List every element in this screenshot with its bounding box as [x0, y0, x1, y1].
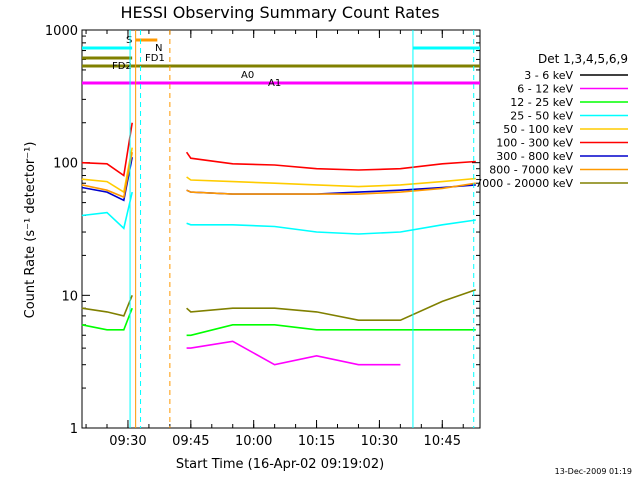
legend-label: 800 - 7000 keV	[489, 164, 573, 177]
series-line	[81, 191, 476, 235]
legend-label: 3 - 6 keV	[524, 69, 573, 82]
y-tick-label: 10	[61, 289, 78, 304]
y-axis-label: Count Rate (s⁻¹ detector⁻¹)	[23, 142, 38, 319]
flag-label: A0	[241, 70, 254, 81]
flag-label: FD1	[145, 53, 165, 64]
legend-label: 50 - 100 keV	[503, 123, 573, 136]
y-axis-ticks: 1 10 100 1000	[45, 24, 480, 437]
flag-label: S	[126, 35, 132, 46]
flag-label: A1	[268, 78, 281, 89]
x-tick-label: 09:30	[109, 434, 146, 449]
x-tick-label: 10:15	[298, 434, 335, 449]
plot-frame	[81, 29, 481, 429]
legend-label: 6 - 12 keV	[517, 83, 573, 96]
flag-label: N	[155, 43, 162, 54]
legend-title: Det 1,3,4,5,6,9	[538, 52, 628, 66]
series-line	[81, 122, 476, 177]
flag-label: FD2	[112, 61, 132, 72]
x-axis-ticks: 09:30 09:45 10:00 10:15 10:30 10:45	[85, 30, 464, 449]
state-markers	[129, 30, 475, 428]
x-tick-label: 10:00	[235, 434, 272, 449]
chart-title: HESSI Observing Summary Count Rates	[120, 3, 439, 22]
legend-label: 25 - 50 keV	[510, 110, 573, 123]
series-line	[81, 307, 476, 337]
x-tick-label: 10:45	[424, 434, 461, 449]
series-line	[81, 152, 476, 199]
series-line	[81, 147, 476, 194]
x-axis-label: Start Time (16-Apr-02 09:19:02)	[176, 457, 384, 472]
legend-label: 12 - 25 keV	[510, 96, 573, 109]
y-tick-label: 100	[53, 157, 78, 172]
footer-timestamp: 13-Dec-2009 01:19	[555, 467, 632, 476]
legend-label: 300 - 800 keV	[496, 150, 573, 163]
series-line	[186, 340, 401, 366]
x-tick-label: 10:30	[361, 434, 398, 449]
y-tick-label: 1	[70, 422, 78, 437]
x-tick-label: 09:45	[172, 434, 209, 449]
series-line	[81, 289, 477, 321]
series-lines	[81, 122, 477, 366]
legend-label: 100 - 300 keV	[496, 137, 573, 150]
legend-label: 7000 - 20000 keV	[475, 177, 573, 190]
y-tick-label: 1000	[45, 24, 78, 39]
